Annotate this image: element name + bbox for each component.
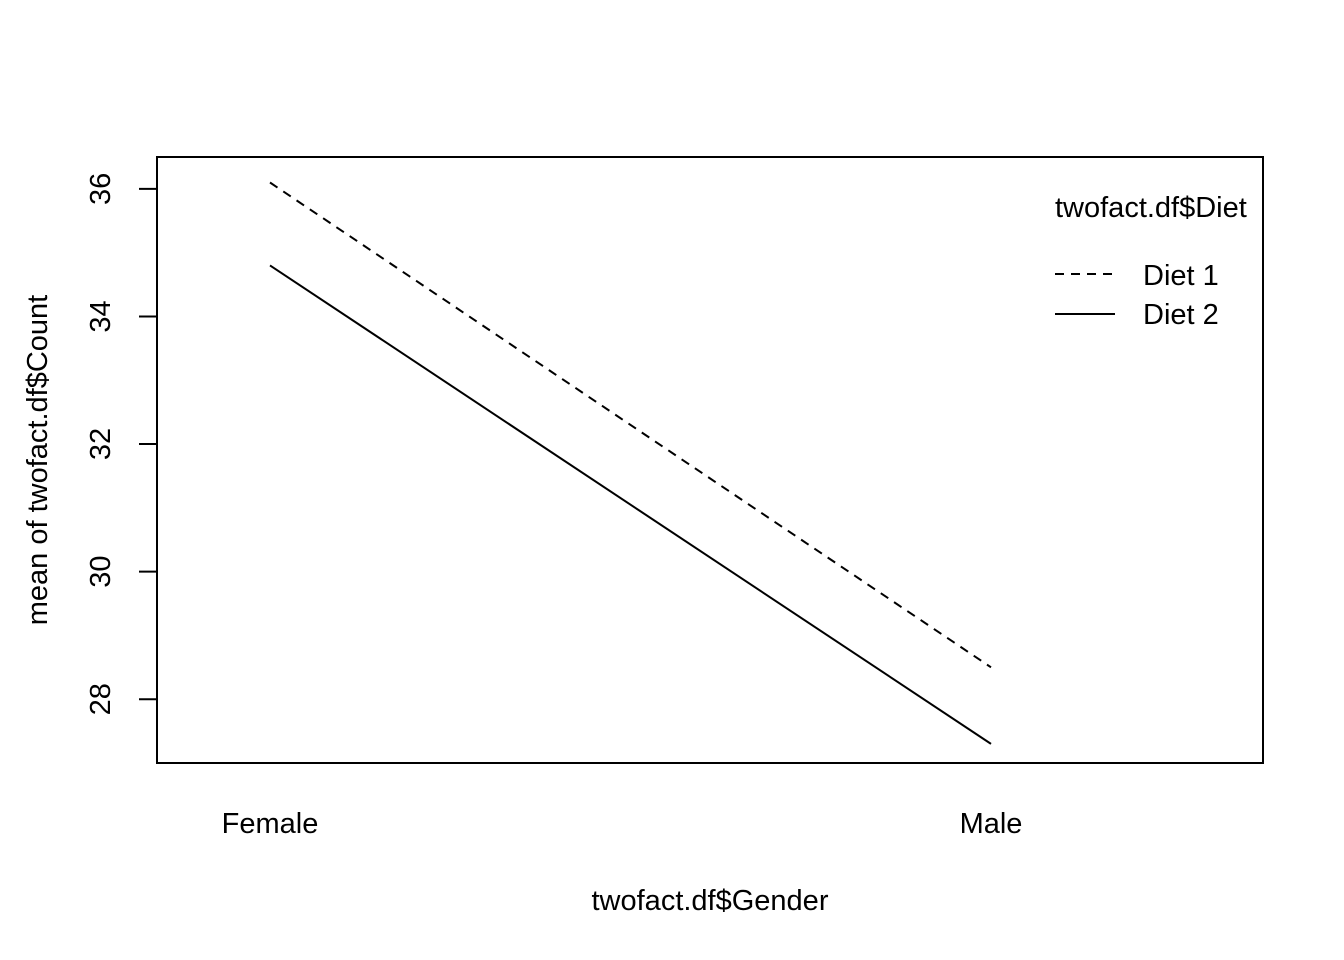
x-category-label: Female (222, 808, 319, 840)
y-tick-label: 30 (85, 555, 117, 587)
y-tick-label: 28 (85, 683, 117, 715)
y-axis-label: mean of twofact.df$Count (22, 295, 54, 625)
y-axis: 28 30 32 34 36 (85, 173, 158, 715)
y-tick-label: 34 (85, 300, 117, 332)
legend-label-diet-2: Diet 2 (1143, 299, 1219, 331)
series-layer (269, 181, 992, 745)
series-line-2 (269, 264, 992, 745)
y-tick-label: 32 (85, 428, 117, 460)
legend: twofact.df$Diet Diet 1 Diet 2 (1055, 192, 1247, 331)
legend-label-diet-1: Diet 1 (1143, 260, 1219, 292)
y-tick-label: 36 (85, 173, 117, 205)
x-category-label: Male (960, 808, 1023, 840)
legend-title: twofact.df$Diet (1055, 192, 1247, 224)
series-line-1 (269, 181, 992, 669)
x-axis: Female Male (222, 808, 1023, 840)
x-axis-label: twofact.df$Gender (592, 885, 829, 917)
